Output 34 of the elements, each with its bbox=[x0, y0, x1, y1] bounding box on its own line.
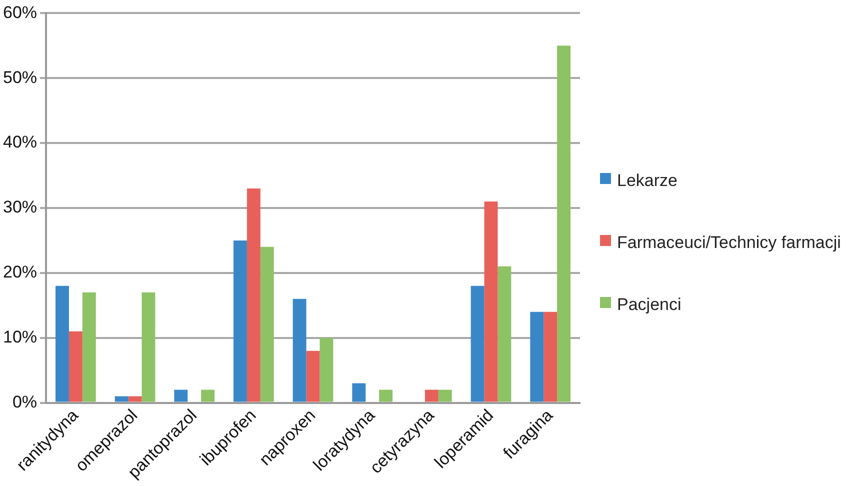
bar bbox=[306, 350, 320, 402]
y-tick-label: 20% bbox=[2, 262, 38, 282]
bar bbox=[142, 292, 156, 402]
bar bbox=[174, 390, 188, 402]
y-tick-label: 10% bbox=[2, 328, 38, 347]
y-tick-label: 60% bbox=[2, 2, 38, 22]
legend-label: Pacjenci bbox=[617, 294, 682, 316]
bar bbox=[292, 298, 306, 402]
bar bbox=[56, 286, 69, 402]
bar bbox=[82, 292, 96, 402]
y-tick-label: 50% bbox=[2, 68, 38, 87]
bar bbox=[128, 396, 142, 402]
legend-label: Lekarze bbox=[617, 170, 678, 192]
y-tick-label: 0% bbox=[12, 392, 38, 412]
bar bbox=[470, 286, 484, 402]
bar bbox=[246, 188, 260, 402]
y-tick-label: 30% bbox=[2, 198, 38, 217]
bar bbox=[484, 201, 498, 402]
bar bbox=[438, 390, 452, 402]
y-tick-label: 40% bbox=[2, 132, 38, 152]
bar bbox=[114, 396, 128, 402]
bar bbox=[352, 383, 366, 402]
bar bbox=[68, 331, 82, 402]
bar bbox=[201, 390, 215, 402]
legend-label: Farmaceuci/Technicy farmacji bbox=[617, 232, 842, 254]
bar bbox=[544, 312, 558, 402]
bar bbox=[260, 246, 274, 402]
bar bbox=[530, 312, 544, 402]
bar bbox=[424, 390, 438, 402]
bar bbox=[379, 390, 393, 402]
bar bbox=[234, 240, 247, 402]
bar bbox=[320, 338, 334, 402]
bar bbox=[498, 266, 512, 402]
bar bbox=[557, 46, 571, 402]
